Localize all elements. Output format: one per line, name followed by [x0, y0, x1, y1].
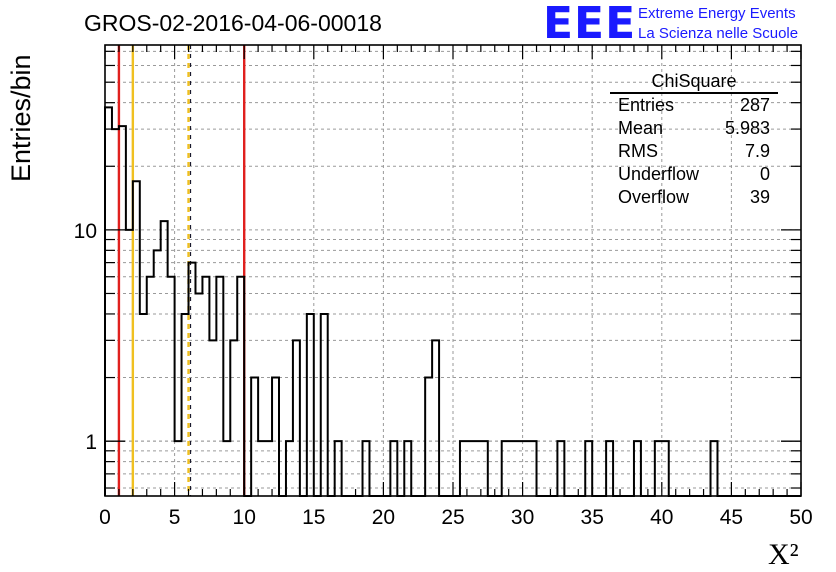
- histogram-bin: [161, 221, 168, 496]
- histogram-bin: [147, 277, 154, 496]
- histogram-bin: [460, 441, 467, 496]
- histogram-bin: [258, 441, 265, 496]
- histogram-bin: [516, 441, 523, 496]
- histogram-bin: [634, 441, 641, 496]
- histogram-bin: [286, 441, 293, 496]
- histogram-bin: [272, 378, 279, 496]
- histogram-bin: [655, 441, 662, 496]
- histogram-bin: [390, 441, 397, 496]
- x-tick-label: 25: [441, 506, 464, 529]
- histogram-bin: [523, 441, 530, 496]
- histogram-bin: [606, 441, 613, 496]
- histogram-bin: [530, 441, 537, 496]
- histogram-bin: [363, 441, 370, 496]
- stat-row-mean: Mean 5.983: [610, 117, 778, 140]
- x-tick-label: 50: [789, 506, 812, 529]
- histogram-bin: [502, 441, 509, 496]
- histogram-bin: [467, 441, 474, 496]
- histogram-bin: [509, 441, 516, 496]
- histogram-bin: [481, 441, 488, 496]
- eee-logo: EEE Extreme Energy Events La Scienza nel…: [543, 0, 833, 49]
- stat-row-underflow: Underflow 0: [610, 163, 778, 186]
- histogram-bin: [265, 441, 272, 496]
- histogram-bin: [126, 230, 133, 496]
- histogram-bin: [432, 340, 439, 496]
- histogram-bin: [251, 378, 258, 496]
- histogram-bin: [209, 340, 216, 496]
- histogram-bin: [119, 126, 126, 496]
- x-tick-label: 10: [233, 506, 256, 529]
- stat-value: 287: [739, 95, 770, 115]
- histogram-bin: [585, 441, 592, 496]
- histogram-bin: [425, 378, 432, 496]
- histogram-bin: [662, 441, 669, 496]
- x-tick-label: 0: [99, 506, 111, 529]
- y-tick-label: 10: [74, 220, 97, 243]
- histogram-bin: [175, 441, 182, 496]
- histogram-bin: [293, 340, 300, 496]
- logo-line-1: Extreme Energy Events: [638, 5, 796, 22]
- stat-label: Mean: [618, 118, 664, 138]
- histogram-bin: [557, 441, 564, 496]
- x-tick-label: 30: [511, 506, 534, 529]
- histogram-bin: [321, 314, 328, 496]
- histogram-bin: [154, 250, 161, 496]
- chart-title: GROS-02-2016-04-06-00018: [84, 10, 382, 36]
- stats-box: ChiSquare Entries 287 Mean 5.983 RMS 7.9…: [610, 70, 778, 209]
- stats-title: ChiSquare: [610, 70, 778, 94]
- stat-value: 39: [749, 187, 770, 207]
- histogram-bin: [105, 107, 112, 496]
- stat-value: 5.983: [724, 118, 770, 138]
- histogram-bin: [237, 277, 244, 496]
- stat-value: 7.9: [744, 141, 770, 161]
- histogram-bin: [404, 441, 411, 496]
- histogram-bin: [195, 293, 202, 496]
- histogram-bin: [168, 277, 175, 496]
- stat-row-rms: RMS 7.9: [610, 140, 778, 163]
- histogram-bin: [189, 263, 196, 496]
- histogram-bin: [140, 314, 147, 496]
- histogram-bin: [202, 277, 209, 496]
- logo-line-2: La Scienza nelle Scuole: [638, 25, 799, 42]
- stat-label: RMS: [618, 141, 658, 161]
- x-tick-label: 40: [650, 506, 673, 529]
- histogram-bin: [474, 441, 481, 496]
- stat-label: Overflow: [618, 187, 690, 207]
- histogram-bin: [230, 340, 237, 496]
- histogram-bin: [216, 277, 223, 496]
- x-tick-label: 5: [169, 506, 181, 529]
- histogram-bin: [182, 314, 189, 496]
- x-axis-label: X²: [768, 538, 799, 571]
- histogram-bin: [223, 441, 230, 496]
- histogram-bin: [711, 441, 718, 496]
- stat-value: 0: [759, 164, 770, 184]
- y-tick-label: 1: [85, 431, 97, 454]
- x-tick-label: 15: [302, 506, 325, 529]
- x-tick-label: 45: [720, 506, 743, 529]
- histogram-bin: [335, 441, 342, 496]
- histogram-bin: [307, 314, 314, 496]
- stat-row-overflow: Overflow 39: [610, 186, 778, 209]
- stat-label: Entries: [618, 95, 675, 115]
- logo-mark: EEE: [543, 0, 637, 49]
- x-tick-label: 35: [581, 506, 604, 529]
- stat-row-entries: Entries 287: [610, 94, 778, 117]
- x-tick-label: 20: [372, 506, 395, 529]
- stat-label: Underflow: [618, 164, 700, 184]
- histogram-bin: [133, 181, 140, 496]
